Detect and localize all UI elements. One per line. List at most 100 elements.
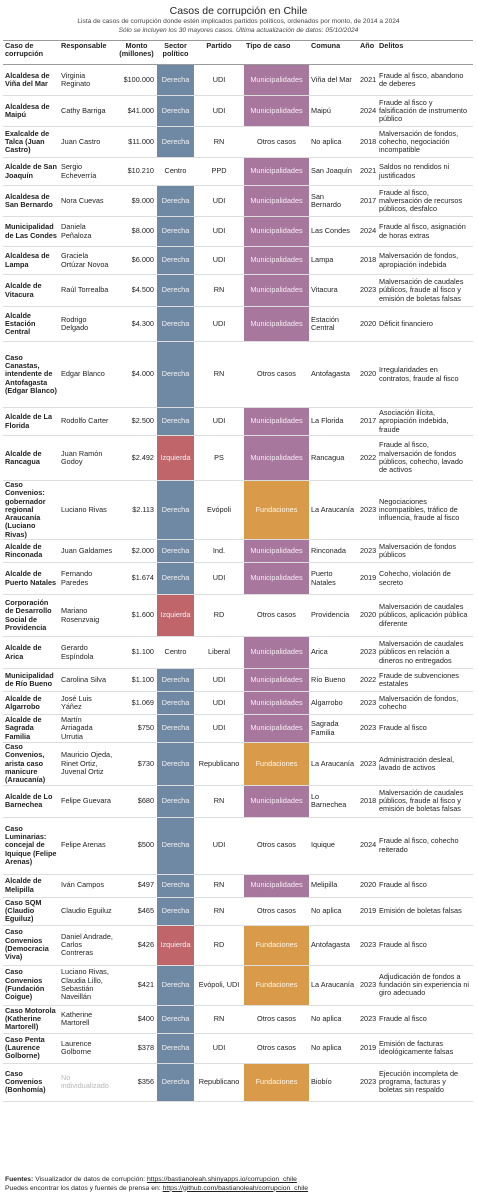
cell-partido: RN (194, 874, 244, 898)
cell-tipo: Otros casos (244, 897, 309, 926)
cell-comuna: La Araucanía (309, 965, 358, 1006)
cell-responsable: Luciano Rivas, Claudia Lillo, Sebastián … (59, 965, 116, 1006)
cell-tipo: Municipalidades (244, 636, 309, 670)
cell-tipo: Municipalidades (244, 691, 309, 716)
cell-delitos: Malversación de fondos, apropiación inde… (377, 246, 473, 275)
cell-anio: 2018 (358, 246, 377, 275)
cell-delitos: Malversación de caudales públicos, aplic… (377, 594, 473, 638)
column-header-partido[interactable]: Partido (194, 40, 244, 65)
cell-tipo: Municipalidades (244, 539, 309, 564)
table-row: Caso Canastas, intendente de Antofagasta… (3, 341, 473, 408)
cell-anio: 2022 (358, 435, 377, 481)
column-header-tipo[interactable]: Tipo de caso (244, 40, 309, 65)
cell-comuna: Sagrada Familia (309, 714, 358, 744)
cell-partido: UDI (194, 562, 244, 596)
cell-comuna: La Florida (309, 407, 358, 436)
cell-tipo: Fundaciones (244, 742, 309, 786)
cell-responsable: Luciano Rivas (59, 480, 116, 541)
cell-responsable: Cathy Barriga (59, 95, 116, 127)
cell-sector: Derecha (157, 1005, 194, 1034)
page-note: Sólo se incluyen los 30 mayores casos. Ú… (118, 26, 359, 34)
cell-delitos: Fraude al fisco (377, 925, 473, 966)
column-header-sector[interactable]: Sector político (157, 40, 194, 65)
cell-partido: PS (194, 435, 244, 481)
cell-comuna: No aplica (309, 1033, 358, 1064)
cell-anio: 2024 (358, 216, 377, 247)
footer-line-1: Fuentes: Visualizador de datos de corrup… (5, 1176, 308, 1185)
table-row: Alcalde de Arica Gerardo Espíndola $1.100 C… (3, 636, 473, 670)
column-header-caso[interactable]: Caso de corrupción (3, 40, 59, 65)
cell-monto: $6.000 (116, 246, 157, 275)
column-header-monto[interactable]: Monto (millones) (116, 40, 157, 65)
cell-comuna: Las Condes (309, 216, 358, 247)
cell-caso: Municipalidad de Las Condes (3, 216, 59, 247)
cell-sector: Derecha (157, 306, 194, 342)
cell-monto: $41.000 (116, 95, 157, 127)
table-row: Alcalde de Rancagua Juan Ramón Godoy $2.49… (3, 435, 473, 481)
cell-responsable: Fernando Paredes (59, 562, 116, 596)
cell-anio: 2023 (358, 714, 377, 744)
cell-monto: $8.000 (116, 216, 157, 247)
cell-delitos: Malversación de caudales públicos, fraud… (377, 785, 473, 818)
table-row: Alcalde de Lo Barnechea Felipe Guevara $68… (3, 785, 473, 818)
cell-sector: Izquierda (157, 594, 194, 638)
cell-partido: UDI (194, 246, 244, 275)
cell-delitos: Irregularidades en contratos, fraude al … (377, 341, 473, 408)
footer-link-github[interactable]: https://github.com/bastianoleah/corrupci… (162, 1184, 309, 1192)
cell-responsable: José Luis Yáñez (59, 691, 116, 716)
cell-tipo: Otros casos (244, 126, 309, 158)
page-title: Casos de corrupción en Chile (169, 5, 308, 17)
cell-responsable: Felipe Arenas (59, 817, 116, 875)
cell-comuna: Iquique (309, 817, 358, 875)
cell-delitos: Malversación de fondos, cohecho, negocia… (377, 126, 473, 158)
cell-comuna: La Araucanía (309, 480, 358, 541)
cell-monto: $4.300 (116, 306, 157, 342)
cell-comuna: Puerto Natales (309, 562, 358, 596)
cell-partido: UDI (194, 714, 244, 744)
cell-sector: Izquierda (157, 435, 194, 481)
cell-tipo: Municipalidades (244, 435, 309, 481)
column-header-anio[interactable]: Año (358, 40, 377, 65)
table-row: Municipalidad de Río Bueno Carolina Silva… (3, 668, 473, 693)
column-header-delitos[interactable]: Delitos (377, 40, 473, 65)
table-row: Corporación de Desarrollo Social de Prov… (3, 594, 473, 638)
cell-partido: UDI (194, 306, 244, 342)
table-row: Alcalde de Algarrobo José Luis Yáñez $1.06… (3, 691, 473, 716)
column-header-comuna[interactable]: Comuna (309, 40, 358, 65)
cell-anio: 2023 (358, 274, 377, 307)
cell-tipo: Municipalidades (244, 785, 309, 818)
cell-monto: $378 (116, 1033, 157, 1064)
cell-delitos: Fraude al fisco, asignación de horas ext… (377, 216, 473, 247)
cell-responsable: Gerardo Espíndola (59, 636, 116, 670)
table-row: Alcaldesa de Maipú Cathy Barriga $41.000 De… (3, 95, 473, 127)
cell-partido: UDI (194, 1033, 244, 1064)
cell-anio: 2021 (358, 64, 377, 96)
cell-delitos: Fraude al fisco, malversación de recurso… (377, 185, 473, 217)
cell-comuna: Rinconada (309, 539, 358, 564)
cell-monto: $356 (116, 1063, 157, 1102)
cell-tipo: Otros casos (244, 817, 309, 875)
cell-caso: Caso Canastas, intendente de Antofagasta… (3, 341, 59, 408)
column-header-responsable[interactable]: Responsable (59, 40, 116, 65)
cell-partido: UDI (194, 95, 244, 127)
cell-caso: Alcalde de Algarrobo (3, 691, 59, 716)
cell-comuna: Lo Barnechea (309, 785, 358, 818)
cell-tipo: Fundaciones (244, 925, 309, 966)
cell-partido: UDI (194, 185, 244, 217)
cell-comuna: Biobío (309, 1063, 358, 1102)
cell-tipo: Otros casos (244, 1033, 309, 1064)
footer-link-shiny[interactable]: https://bastianoleah.shinyapps.io/corrup… (146, 1176, 297, 1183)
table-row: Alcaldesa de San Bernardo Nora Cuevas $9.0… (3, 185, 473, 217)
cell-tipo: Fundaciones (244, 1063, 309, 1102)
cell-responsable: Daniel Andrade, Carlos Contreras (59, 925, 116, 966)
cell-comuna: San Joaquín (309, 157, 358, 186)
cell-tipo: Municipalidades (244, 274, 309, 307)
table-body: Alcaldesa de Viña del Mar Virginia Regina… (3, 64, 473, 1102)
cell-comuna: Arica (309, 636, 358, 670)
cell-partido: UDI (194, 691, 244, 716)
cell-partido: UDI (194, 407, 244, 436)
footer: Fuentes: Visualizador de datos de corrup… (5, 1176, 308, 1193)
cell-partido: Evópoli (194, 480, 244, 541)
table-row: Municipalidad de Las Condes Daniela Peñal… (3, 216, 473, 247)
cell-delitos: Emisión de boletas falsas (377, 897, 473, 926)
